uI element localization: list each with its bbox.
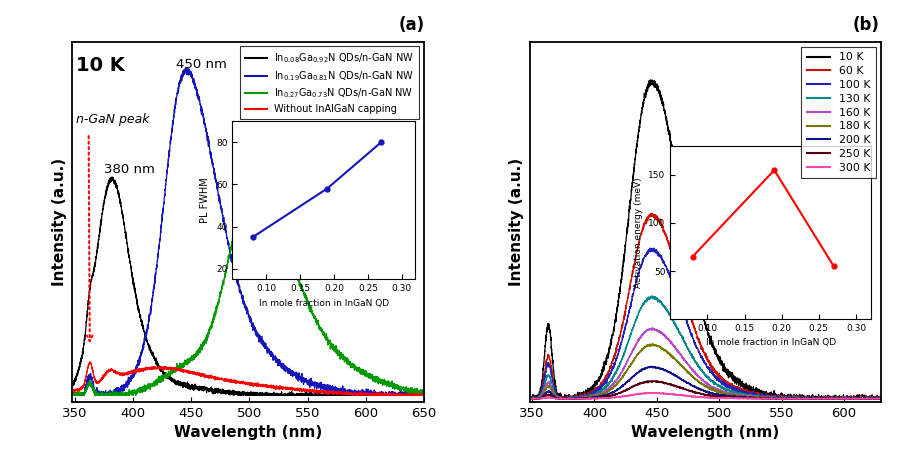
Y-axis label: Intensity (a.u.): Intensity (a.u.) xyxy=(508,158,524,286)
Y-axis label: Intensity (a.u.): Intensity (a.u.) xyxy=(51,158,67,286)
Text: 380 nm: 380 nm xyxy=(104,163,154,176)
Legend: 10 K, 60 K, 100 K, 130 K, 160 K, 180 K, 200 K, 250 K, 300 K: 10 K, 60 K, 100 K, 130 K, 160 K, 180 K, … xyxy=(800,47,875,178)
Legend: In$_{0.08}$Ga$_{0.92}$N QDs/n-GaN NW, In$_{0.19}$Ga$_{0.81}$N QDs/n-GaN NW, In$_: In$_{0.08}$Ga$_{0.92}$N QDs/n-GaN NW, In… xyxy=(240,47,419,119)
Text: 450 nm: 450 nm xyxy=(176,58,227,71)
Text: (a): (a) xyxy=(398,16,424,34)
X-axis label: Wavelength (nm): Wavelength (nm) xyxy=(174,426,322,440)
Text: 510 nm: 510 nm xyxy=(254,195,304,208)
X-axis label: Wavelength (nm): Wavelength (nm) xyxy=(630,426,778,440)
Text: n-GaN peak: n-GaN peak xyxy=(76,114,149,127)
Text: (b): (b) xyxy=(852,16,879,34)
Text: 10 K: 10 K xyxy=(76,56,125,75)
